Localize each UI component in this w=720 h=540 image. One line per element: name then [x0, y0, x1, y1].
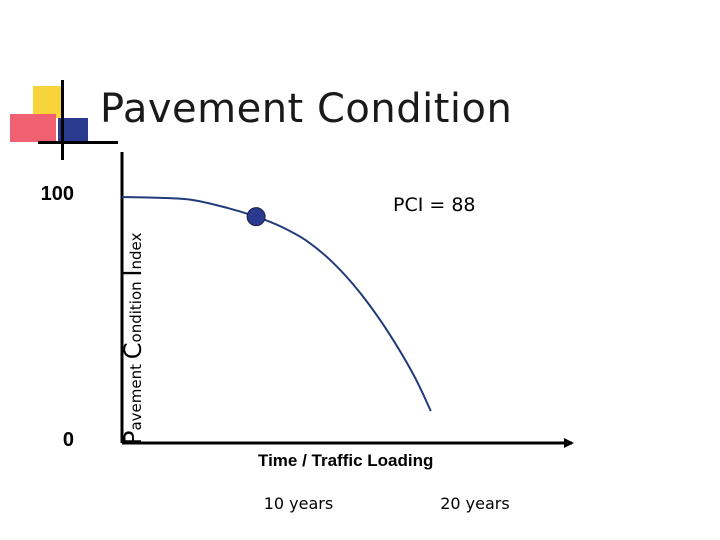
y-axis-title: Pavement Condition Index [118, 155, 148, 445]
y-tick-label-100: 100 [40, 183, 74, 205]
y-tick-label-0: 0 [62, 429, 74, 451]
slide-logo-graphic [10, 80, 88, 160]
x-label-20-years: 20 years [440, 494, 510, 513]
series-layer [121, 196, 432, 412]
logo-red-square [10, 114, 56, 142]
logo-yellow-square [33, 86, 61, 118]
y-title-rest-1: avement [127, 359, 145, 431]
x-axis-title: Time / Traffic Loading [258, 451, 434, 470]
deterioration-curve-0 [121, 196, 432, 412]
y-title-cap-1: P [119, 430, 147, 445]
y-title-cap-3: I [119, 269, 147, 277]
y-title-cap-2: C [119, 342, 147, 360]
x-label-10-years: 10 years [263, 494, 334, 513]
slide-title: Pavement Condition [100, 86, 513, 132]
logo-vertical-line [61, 80, 64, 160]
y-title-rest-3: ndex [127, 232, 145, 270]
title-rule [38, 141, 118, 144]
pci-marker-point [246, 207, 266, 227]
y-title-rest-2: ondition [127, 276, 145, 343]
pci-annotation: PCI = 88 [393, 194, 476, 216]
